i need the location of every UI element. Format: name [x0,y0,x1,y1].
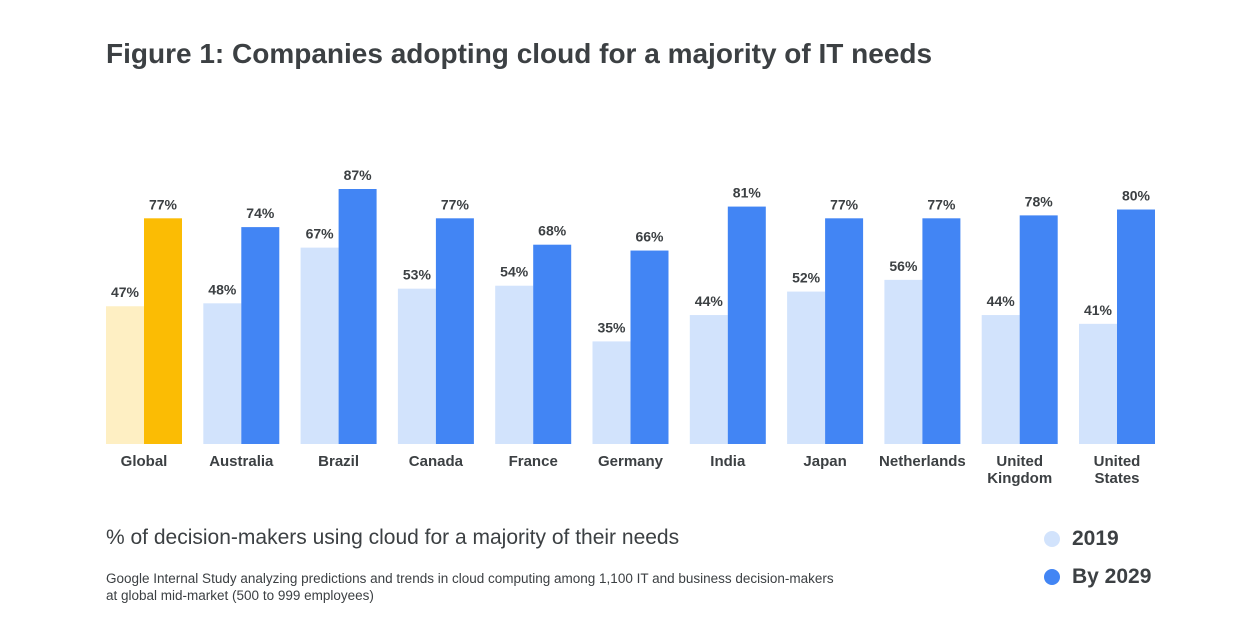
legend-swatch-2019 [1044,531,1060,547]
legend-item-2029: By 2029 [1044,562,1151,592]
bar-united-kingdom-2019 [981,315,1020,444]
bar-germany-2019 [592,341,631,444]
value-label-netherlands-by-2029: 77% [927,196,956,212]
category-label-brazil: Brazil [318,453,359,470]
value-label-india-by-2029: 81% [733,185,762,201]
chart-title: Figure 1: Companies adopting cloud for a… [106,38,933,69]
value-label-united-kingdom-by-2029: 78% [1025,193,1054,209]
category-label-france: France [509,453,558,470]
value-label-global-2019: 47% [111,284,140,300]
legend-label-2019: 2019 [1072,527,1119,550]
bar-france-by-2029 [533,244,572,444]
bar-brazil-by-2029 [338,189,377,444]
bar-japan-2019 [787,291,826,444]
value-label-france-by-2029: 68% [538,223,567,239]
value-label-netherlands-2019: 56% [889,258,918,274]
bar-netherlands-by-2029 [922,218,961,444]
value-label-australia-2019: 48% [208,281,237,297]
bar-india-by-2029 [727,206,766,444]
legend-item-2019: 2019 [1044,524,1151,554]
category-label-germany: Germany [598,453,664,470]
bar-united-kingdom-by-2029 [1019,215,1058,444]
value-label-france-2019: 54% [500,264,529,280]
value-label-germany-2019: 35% [597,319,626,335]
bar-canada-2019 [397,288,436,444]
source-note-line-2: at global mid-market (500 to 999 employe… [106,588,374,603]
category-label-united-states-line-2: States [1094,470,1139,487]
legend-label-2029: By 2029 [1072,565,1152,588]
value-label-canada-by-2029: 77% [441,196,470,212]
bar-united-states-2019 [1079,323,1117,444]
bar-canada-by-2029 [435,218,474,444]
bar-australia-2019 [203,303,242,444]
category-label-canada: Canada [409,453,464,470]
source-note-line-1: Google Internal Study analyzing predicti… [106,571,834,586]
bar-india-2019 [689,315,728,444]
value-label-india-2019: 44% [695,293,724,309]
chart-caption: % of decision-makers using cloud for a m… [106,526,680,549]
bar-chart: 47% 77% Global 48% 74% Australia 67% 87% Brazil 5… [106,167,1155,487]
category-label-japan: Japan [803,453,846,470]
value-label-japan-by-2029: 77% [830,196,859,212]
value-label-germany-by-2029: 66% [635,229,664,245]
bar-global-by-2029 [144,218,182,444]
value-label-united-states-2019: 41% [1084,302,1113,318]
category-label-united-kingdom-line-2: Kingdom [987,470,1052,487]
value-label-brazil-by-2029: 87% [344,167,373,183]
bar-japan-by-2029 [825,218,864,444]
bar-brazil-2019 [300,247,339,444]
value-label-united-kingdom-2019: 44% [987,293,1016,309]
bar-germany-by-2029 [630,250,669,444]
value-label-united-states-by-2029: 80% [1122,188,1151,204]
bar-france-2019 [495,285,534,444]
value-label-australia-by-2029: 74% [246,205,275,221]
category-label-australia: Australia [209,453,274,470]
bar-australia-by-2029 [241,227,280,444]
category-label-united-states-line-1: United [1094,453,1141,470]
legend-swatch-2029 [1044,569,1060,585]
bar-global-2019 [106,306,144,444]
value-label-brazil-2019: 67% [306,226,335,242]
value-label-canada-2019: 53% [403,267,432,283]
chart-legend: 2019 By 2029 [1044,524,1151,600]
category-label-united-kingdom-line-1: United [996,453,1043,470]
source-note: Google Internal Study analyzing predicti… [106,570,946,604]
value-label-global-by-2029: 77% [149,196,178,212]
bar-netherlands-2019 [884,279,923,444]
category-label-global: Global [121,453,168,470]
category-label-netherlands: Netherlands [879,453,966,470]
bar-united-states-by-2029 [1117,209,1155,444]
category-label-india: India [710,453,746,470]
value-label-japan-2019: 52% [792,270,821,286]
